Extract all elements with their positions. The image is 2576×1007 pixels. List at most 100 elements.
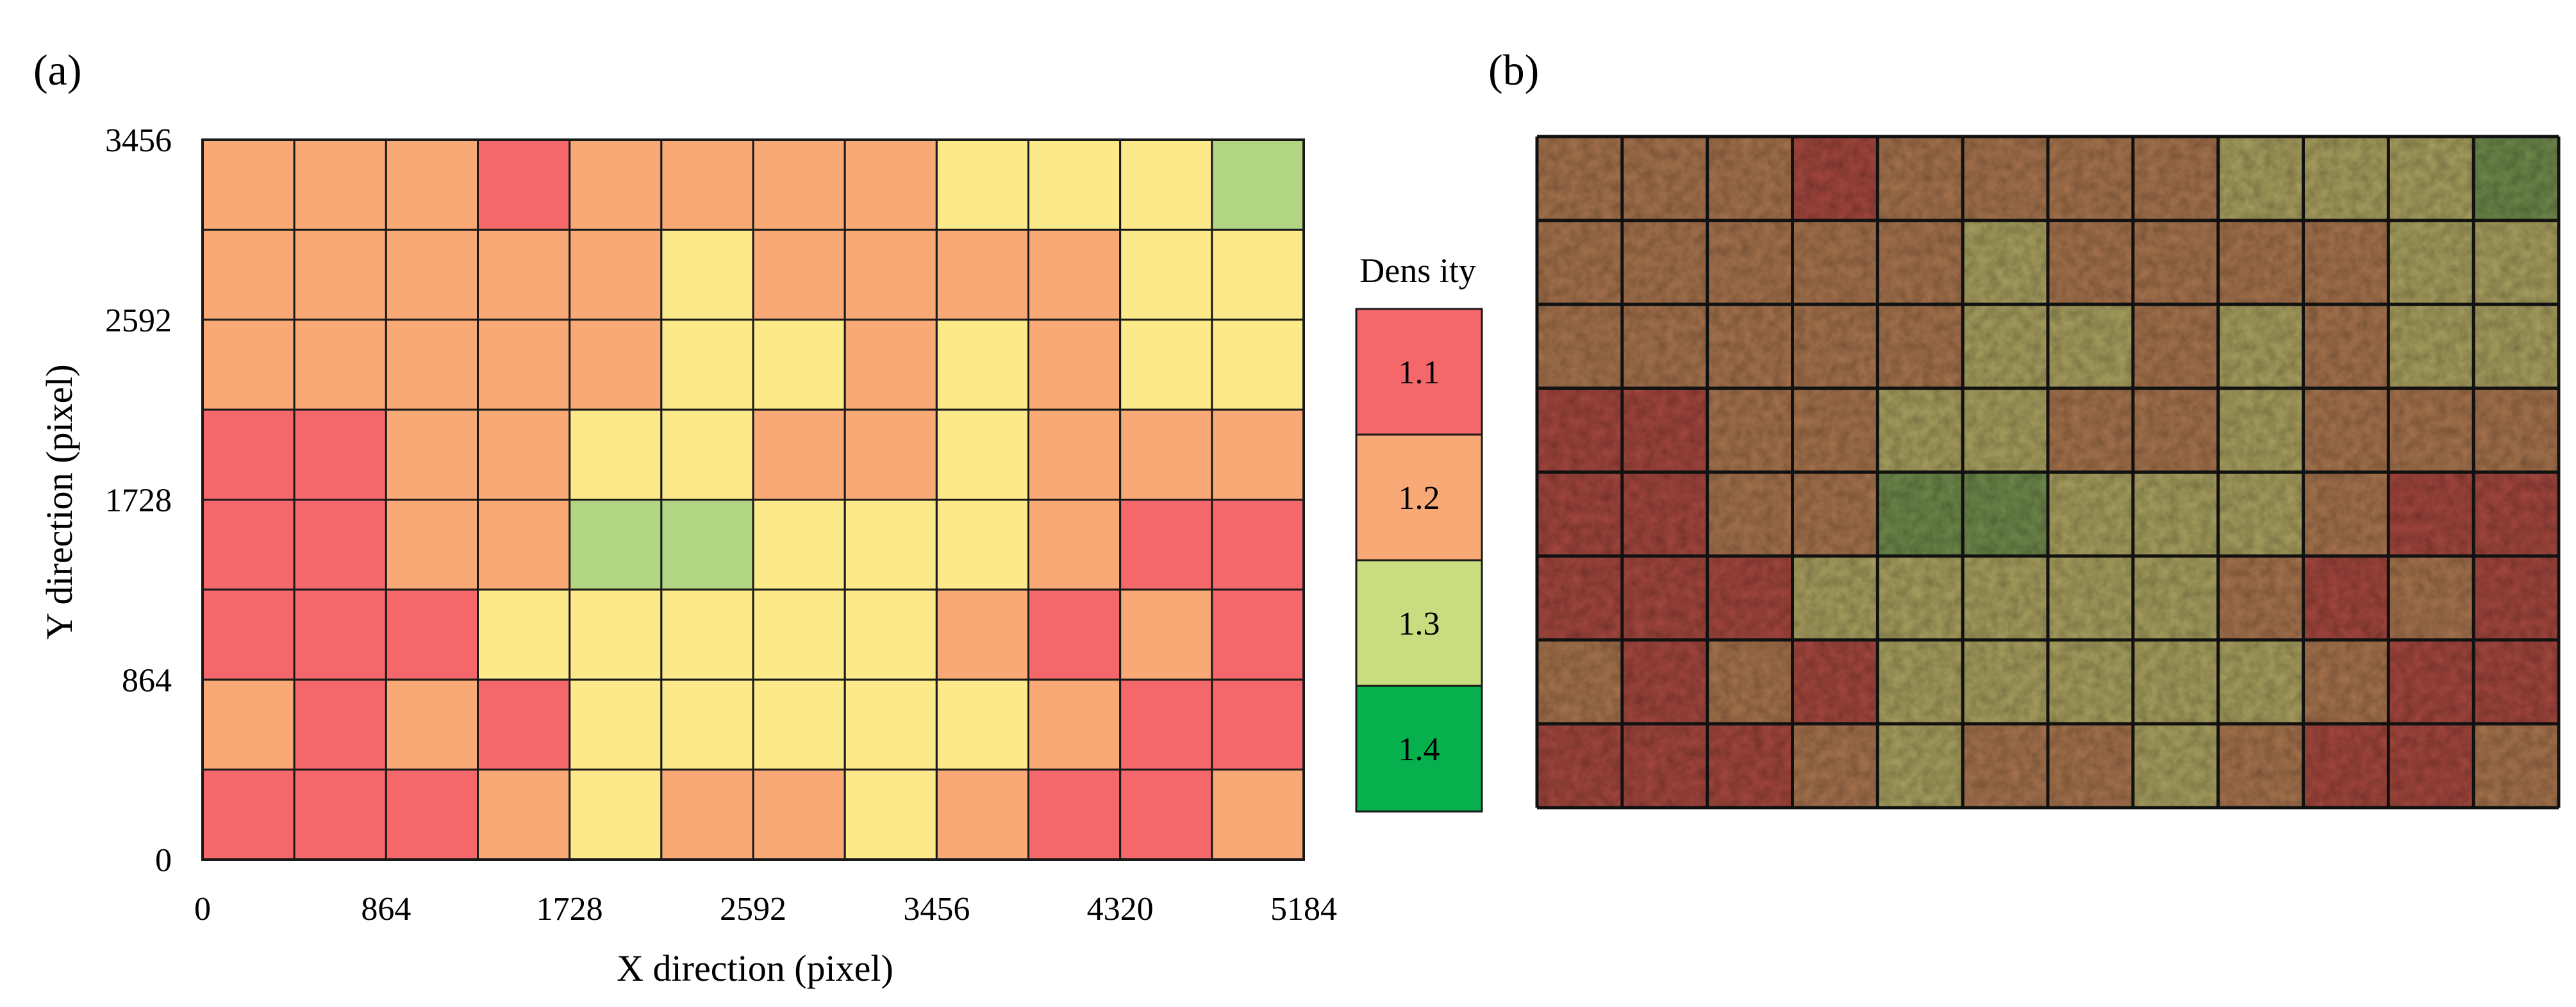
heatmap-cell (569, 678, 663, 771)
photo-cell (1877, 640, 1963, 724)
heatmap-cell (293, 678, 387, 771)
legend-label: 1.2 (1399, 480, 1440, 517)
photo-cell (2303, 724, 2389, 808)
heatmap-cell (477, 228, 571, 321)
photo-cell (1792, 304, 1878, 389)
heatmap-cell (201, 678, 295, 771)
heatmap-cell (1119, 499, 1213, 591)
heatmap-cell (477, 769, 571, 861)
legend-title: Dens ity (1359, 251, 1476, 290)
heatmap-cell (293, 228, 387, 321)
heatmap-cell (1027, 228, 1122, 321)
heatmap-cell (385, 678, 479, 771)
photo-cell (2473, 137, 2559, 221)
heatmap-cell (752, 769, 846, 861)
heatmap-cell (201, 499, 295, 591)
heatmap-cell (1211, 769, 1305, 861)
photo-cell (1963, 388, 2048, 472)
photo-cell (1877, 388, 1963, 472)
photo-cell (2303, 388, 2389, 472)
photo-cell (1877, 137, 1963, 221)
heatmap-cell (660, 138, 754, 231)
photo-cell (2388, 640, 2474, 724)
heatmap-cell (843, 228, 938, 321)
photo-cell (1963, 556, 2048, 640)
heatmap-cell (1027, 769, 1122, 861)
heatmap-cell (477, 408, 571, 501)
heatmap-cell (1211, 408, 1305, 501)
heatmap-cell (660, 499, 754, 591)
photo-cell (2048, 388, 2134, 472)
field-photo-panel-b (1535, 135, 2561, 810)
photo-cell (1792, 724, 1878, 808)
y-tick-label: 0 (155, 842, 172, 879)
photo-cell (2303, 304, 2389, 389)
heatmap-cell (660, 228, 754, 321)
heatmap-cell (201, 588, 295, 681)
heatmap-cell (293, 588, 387, 681)
photo-cell (1707, 556, 1793, 640)
heatmap-cell (752, 588, 846, 681)
photo-cell (2388, 472, 2474, 556)
heatmap-cell (293, 769, 387, 861)
photo-cell (1622, 556, 1708, 640)
heatmap-cell (660, 319, 754, 411)
heatmap-cell (935, 499, 1030, 591)
heatmap-cell (1211, 138, 1305, 231)
x-tick-label: 5184 (1270, 891, 1337, 928)
photo-cell (2473, 220, 2559, 305)
heatmap-cell (1027, 588, 1122, 681)
photo-cell (2048, 220, 2134, 305)
heatmap-cell (477, 678, 571, 771)
photo-cell (1622, 724, 1708, 808)
x-tick-label: 0 (194, 891, 211, 928)
legend: 1.1 1.2 1.3 1.4 (1355, 308, 1483, 813)
photo-cell (1537, 304, 1623, 389)
heatmap-cell (1119, 319, 1213, 411)
heatmap-cell (385, 138, 479, 231)
heatmap-cell (1027, 138, 1122, 231)
photo-cell (1792, 137, 1878, 221)
photo-cell (2473, 724, 2559, 808)
heatmap-cell (293, 138, 387, 231)
heatmap-cell (569, 138, 663, 231)
heatmap-cell (752, 228, 846, 321)
panel-b-label: (b) (1488, 46, 1539, 94)
heatmap-cell (843, 588, 938, 681)
photo-cell (2388, 220, 2474, 305)
photo-cell (2218, 724, 2304, 808)
heatmap-cell (843, 499, 938, 591)
heatmap-cell (1211, 319, 1305, 411)
photo-cell (2132, 556, 2219, 640)
photo-cell (1622, 220, 1708, 305)
x-tick-label: 1728 (536, 891, 603, 928)
plot-frame (201, 138, 1305, 861)
heatmap-cell (935, 408, 1030, 501)
heatmap-cell (752, 408, 846, 501)
photo-cell (2303, 137, 2389, 221)
heatmap-cell (1211, 499, 1305, 591)
photo-cell (1963, 472, 2048, 556)
photo-cell (1537, 472, 1623, 556)
photo-cell (1537, 724, 1623, 808)
photo-cell (1963, 220, 2048, 305)
photo-cell (1622, 640, 1708, 724)
heatmap-cell (477, 138, 571, 231)
heatmap-cell (477, 499, 571, 591)
photo-cell (1877, 304, 1963, 389)
heatmap-panel-a (201, 138, 1305, 861)
y-tick-label: 3456 (105, 122, 172, 159)
heatmap-cell (843, 408, 938, 501)
legend-label: 1.4 (1399, 731, 1440, 768)
y-axis-title: Y direction (pixel) (38, 364, 80, 639)
heatmap-cell (1119, 138, 1213, 231)
heatmap-cell (385, 499, 479, 591)
photo-cell (1707, 220, 1793, 305)
photo-cell (2048, 556, 2134, 640)
heatmap-cell (935, 138, 1030, 231)
photo-cell (1963, 640, 2048, 724)
heatmap-cell (569, 588, 663, 681)
photo-cell (1792, 640, 1878, 724)
legend-swatch (1355, 559, 1483, 687)
